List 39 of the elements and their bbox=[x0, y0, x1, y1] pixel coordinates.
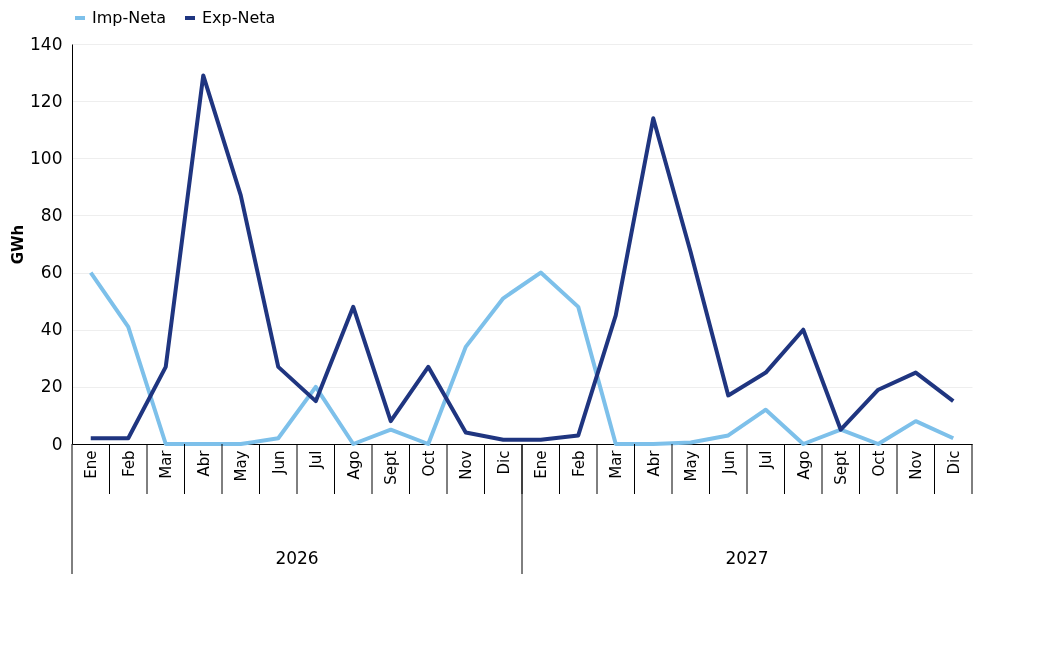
y-tick-label: 0 bbox=[51, 433, 63, 454]
x-tick-label: Abr bbox=[194, 449, 213, 477]
x-tick-label: Abr bbox=[644, 449, 663, 477]
x-tick-label: Ene bbox=[82, 450, 101, 479]
y-tick-label: 20 bbox=[40, 376, 63, 397]
x-tick-label: Ago bbox=[794, 450, 813, 480]
x-tick-label: Oct bbox=[869, 450, 888, 477]
y-tick-label: 120 bbox=[30, 90, 63, 111]
y-tick-label: 40 bbox=[40, 319, 63, 340]
text: 2027 bbox=[725, 548, 769, 568]
y-tick-label: 140 bbox=[30, 33, 63, 54]
x-tick-label: Nov bbox=[907, 450, 926, 480]
y-axis-title: GWh bbox=[9, 224, 28, 265]
x-tick-label: Ago bbox=[344, 450, 363, 480]
y-tick-label: 80 bbox=[40, 204, 63, 225]
x-tick-label: May bbox=[682, 450, 701, 482]
x-tick-label: Dic bbox=[944, 450, 963, 475]
x-tick-label: Ene bbox=[532, 450, 551, 479]
x-tick-label: Mar bbox=[157, 449, 176, 479]
x-tick-label: Oct bbox=[419, 450, 438, 477]
x-tick-label: Dic bbox=[494, 450, 513, 475]
legend-label: Imp-Neta bbox=[92, 8, 167, 27]
x-tick-label: Jun bbox=[269, 450, 288, 475]
line-series bbox=[88, 270, 956, 446]
x-tick-label: Sept bbox=[832, 450, 851, 485]
x-tick-label: May bbox=[232, 450, 251, 482]
x-tick-label: Feb bbox=[569, 450, 588, 478]
x-tick-label: Mar bbox=[607, 449, 626, 479]
x-tick-label: Feb bbox=[119, 450, 138, 478]
x-tick-label: Sept bbox=[382, 450, 401, 485]
x-tick-label: Jul bbox=[757, 450, 776, 470]
text: 2026 bbox=[275, 548, 319, 568]
line-series bbox=[88, 73, 956, 442]
x-tick-label: Jun bbox=[719, 450, 738, 475]
y-tick-label: 100 bbox=[30, 147, 63, 168]
legend-label: Exp-Neta bbox=[202, 8, 276, 27]
x-tick-label: Jul bbox=[307, 450, 326, 470]
x-tick-label: Nov bbox=[457, 450, 476, 480]
y-tick-label: 60 bbox=[40, 262, 63, 283]
